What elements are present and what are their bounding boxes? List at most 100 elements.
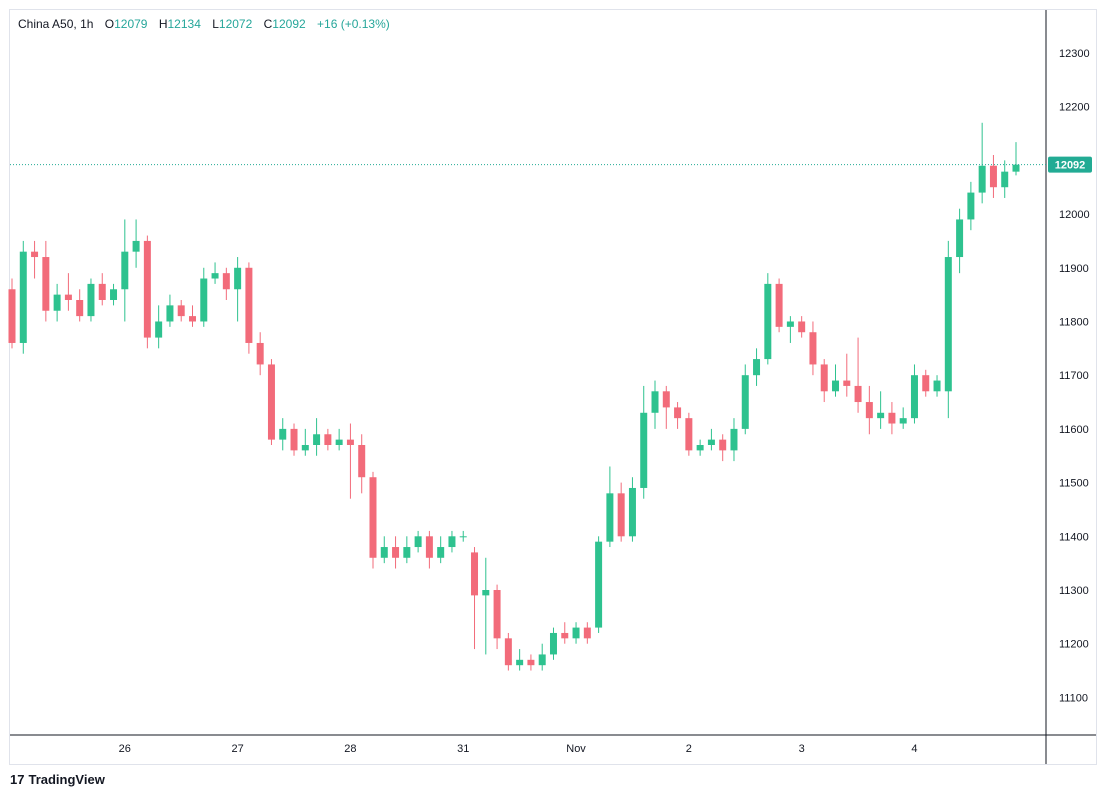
candle-body	[944, 257, 952, 392]
candle-body	[583, 627, 591, 639]
legend-high: 12134	[167, 17, 201, 31]
y-tick-label: 12000	[1059, 209, 1090, 221]
last-price-badge	[1048, 156, 1092, 173]
candle-body	[177, 305, 185, 317]
candle-body	[933, 380, 941, 392]
candle-body	[967, 192, 975, 220]
candle-body	[696, 445, 704, 451]
candle-body	[832, 380, 840, 392]
y-tick-label: 11200	[1059, 639, 1089, 651]
candle-body	[392, 547, 400, 558]
candle-body	[730, 428, 738, 451]
candle-body	[448, 536, 456, 548]
candle-body	[640, 412, 648, 488]
candle-body	[358, 445, 366, 478]
candle-body	[1012, 164, 1020, 172]
y-tick-label: 11600	[1059, 424, 1089, 436]
candle-body	[775, 283, 783, 327]
candle-body	[798, 321, 806, 333]
y-tick-label: 11400	[1059, 531, 1089, 543]
y-tick-label: 11500	[1059, 478, 1089, 490]
last-price-label: 12092	[1055, 160, 1086, 172]
candle-body	[8, 289, 16, 343]
candle-layer	[8, 122, 1020, 671]
candle-body	[538, 654, 546, 666]
y-tick-label: 11300	[1059, 585, 1089, 597]
candle-body	[527, 659, 535, 666]
candle-body	[403, 547, 411, 558]
candle-body	[628, 487, 636, 537]
candle-body	[200, 278, 208, 322]
x-tick-label: 27	[231, 743, 243, 755]
tradingview-brand[interactable]: 17 TradingView	[10, 772, 105, 787]
candle-body	[910, 375, 918, 419]
candle-body	[595, 541, 603, 628]
chart-frame[interactable]	[9, 9, 1097, 765]
candle-body	[222, 273, 230, 290]
candle-body	[380, 547, 388, 558]
brand-name: TradingView	[28, 772, 105, 787]
y-tick-label: 11700	[1059, 370, 1089, 382]
x-tick-label: 2	[686, 743, 692, 755]
candle-body	[42, 257, 50, 311]
candle-body	[166, 305, 174, 322]
candle-body	[549, 632, 557, 655]
legend-low-key: L	[212, 17, 219, 31]
candle-body	[685, 418, 693, 451]
candle-body	[324, 434, 332, 445]
x-tick-label: 31	[457, 743, 469, 755]
candle-body	[786, 321, 794, 327]
candle-body	[143, 240, 151, 338]
candle-body	[335, 439, 343, 445]
y-tick-label: 11100	[1059, 692, 1088, 704]
y-tick-label: 12200	[1059, 102, 1090, 114]
x-tick-label: 3	[799, 743, 805, 755]
candle-body	[719, 439, 727, 451]
legend-open: 12079	[114, 17, 148, 31]
legend-close-key: C	[263, 17, 273, 31]
candle-body	[110, 289, 118, 300]
candle-body	[301, 445, 309, 451]
candle-body	[989, 165, 997, 188]
candle-body	[707, 439, 715, 445]
x-tick-label: Nov	[566, 743, 586, 755]
candle-body	[437, 547, 445, 558]
legend-change: +16 (+0.13%)	[317, 17, 390, 31]
candle-body	[516, 659, 524, 666]
candle-body	[155, 321, 163, 338]
candle-body	[922, 375, 930, 392]
candle-body	[877, 412, 885, 419]
candle-body	[414, 536, 422, 548]
candle-body	[753, 359, 761, 376]
candle-body	[234, 267, 242, 290]
candle-body	[256, 342, 264, 365]
candle-body	[956, 219, 964, 258]
candle-body	[267, 364, 275, 440]
candle-body	[87, 283, 95, 317]
candle-body	[279, 428, 287, 440]
candle-body	[888, 412, 896, 424]
candle-body	[493, 590, 501, 639]
candle-body	[764, 283, 772, 360]
candle-body	[561, 632, 569, 639]
candle-body	[606, 493, 614, 542]
candle-body	[245, 267, 253, 343]
candle-body	[313, 434, 321, 445]
tradingview-logo-icon: 17	[10, 772, 25, 787]
candle-body	[865, 402, 873, 419]
candle-body	[53, 294, 61, 311]
candle-body	[369, 477, 377, 558]
candle-body	[188, 316, 196, 322]
candle-body	[617, 493, 625, 537]
candle-body	[425, 536, 433, 558]
candle-body	[132, 240, 140, 252]
x-tick-label: 28	[344, 743, 356, 755]
candle-body	[674, 407, 682, 419]
x-tick-label: 26	[119, 743, 131, 755]
candle-body	[741, 375, 749, 429]
candle-body	[809, 332, 817, 365]
candle-body	[843, 380, 851, 386]
candle-body	[978, 165, 986, 193]
candle-body	[211, 273, 219, 279]
